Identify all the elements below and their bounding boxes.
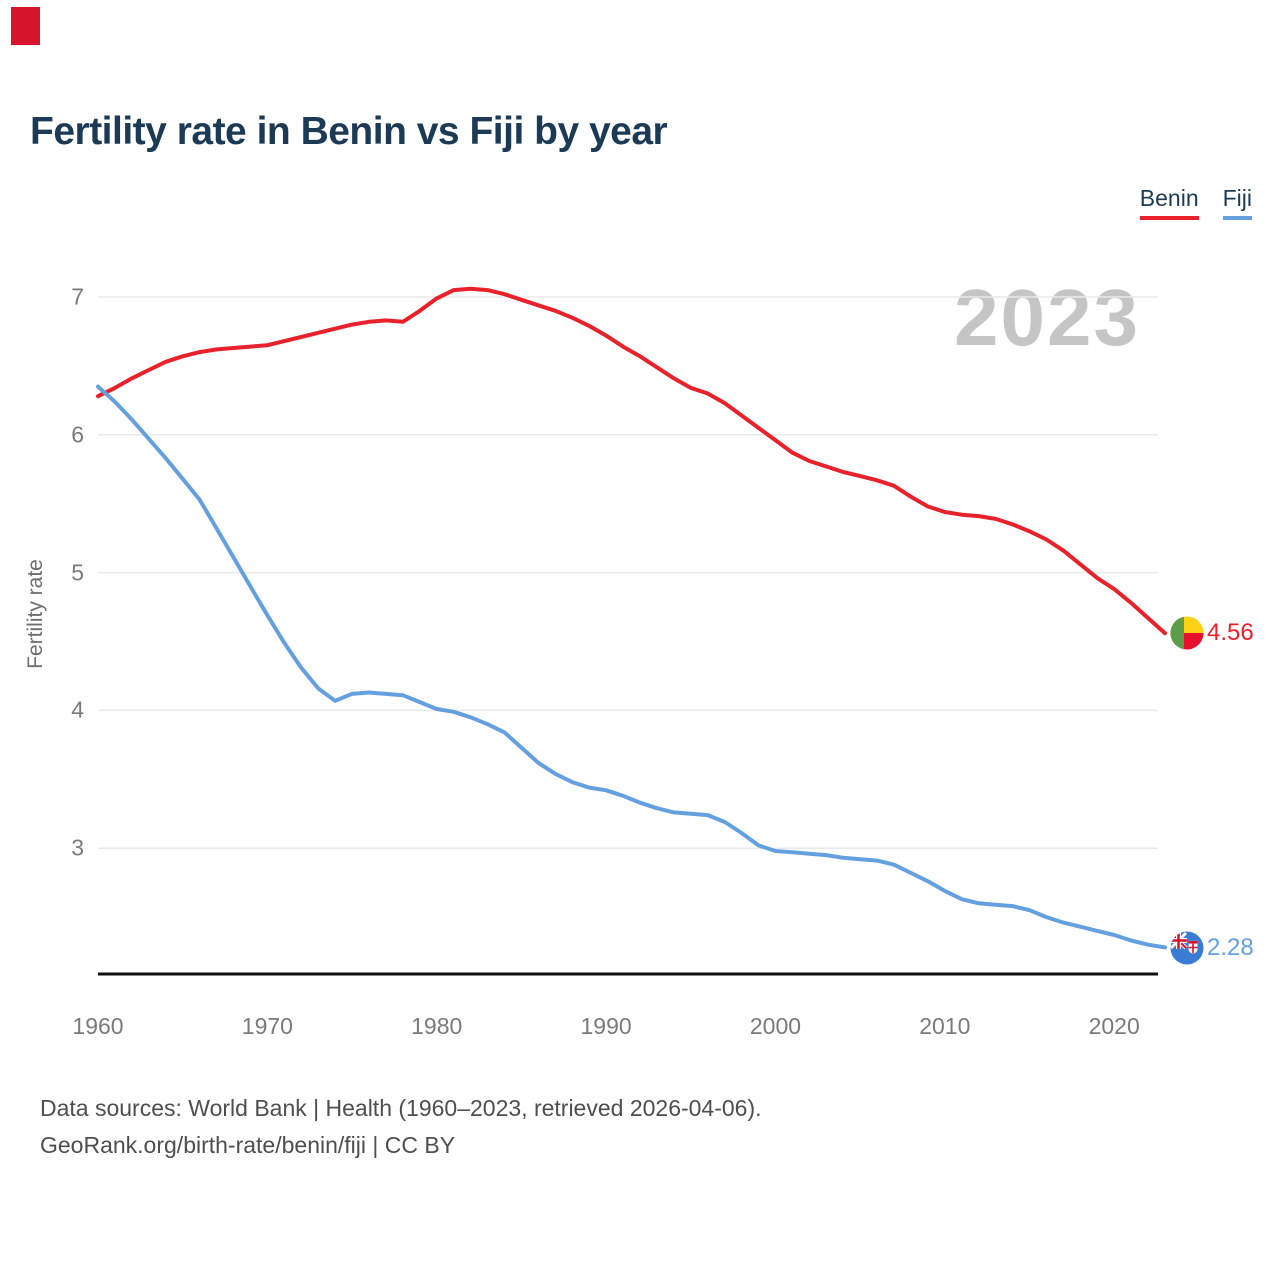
x-tick-label-2000: 2000 xyxy=(749,1013,802,1039)
footer-sources: Data sources: World Bank | Health (1960–… xyxy=(40,1095,762,1121)
red-marker xyxy=(11,7,40,45)
benin-flag-icon xyxy=(1170,616,1204,650)
benin-end-value: 4.56 xyxy=(1207,619,1254,646)
year-watermark: 2023 xyxy=(954,273,1140,362)
x-tick-label-2010: 2010 xyxy=(919,1013,971,1039)
legend-item-benin[interactable]: Benin xyxy=(1139,185,1199,220)
x-tick-label-1960: 1960 xyxy=(72,1013,124,1039)
legend-underline-benin xyxy=(1139,216,1199,220)
legend-label-benin: Benin xyxy=(1139,185,1199,211)
x-tick-label-1990: 1990 xyxy=(580,1013,632,1039)
x-tick-label-1970: 1970 xyxy=(241,1013,293,1039)
legend-item-fiji[interactable]: Fiji xyxy=(1222,185,1252,220)
legend-underline-fiji xyxy=(1222,216,1252,220)
gridlines xyxy=(98,296,1158,849)
fiji-end-value: 2.28 xyxy=(1207,934,1254,961)
y-tick-label-4: 4 xyxy=(71,696,84,723)
series-line-fiji xyxy=(96,384,1167,950)
y-tick-label-7: 7 xyxy=(71,283,84,310)
x-tick-label-1980: 1980 xyxy=(411,1013,463,1039)
legend-label-fiji: Fiji xyxy=(1222,185,1252,211)
y-tick-label-3: 3 xyxy=(71,834,84,861)
series-line-benin xyxy=(96,286,1167,636)
page-title: Fertility rate in Benin vs Fiji by year xyxy=(30,110,668,153)
y-tick-label-6: 6 xyxy=(71,421,84,448)
y-tick-label-5: 5 xyxy=(71,559,84,586)
footer-attribution: GeoRank.org/birth-rate/benin/fiji | CC B… xyxy=(40,1132,456,1158)
fiji-flag-icon xyxy=(1170,931,1204,965)
legend: Benin Fiji xyxy=(1139,185,1252,220)
series-lines xyxy=(96,286,1167,950)
footer: Data sources: World Bank | Health (1960–… xyxy=(40,1090,762,1164)
x-tick-label-2020: 2020 xyxy=(1088,1013,1140,1039)
